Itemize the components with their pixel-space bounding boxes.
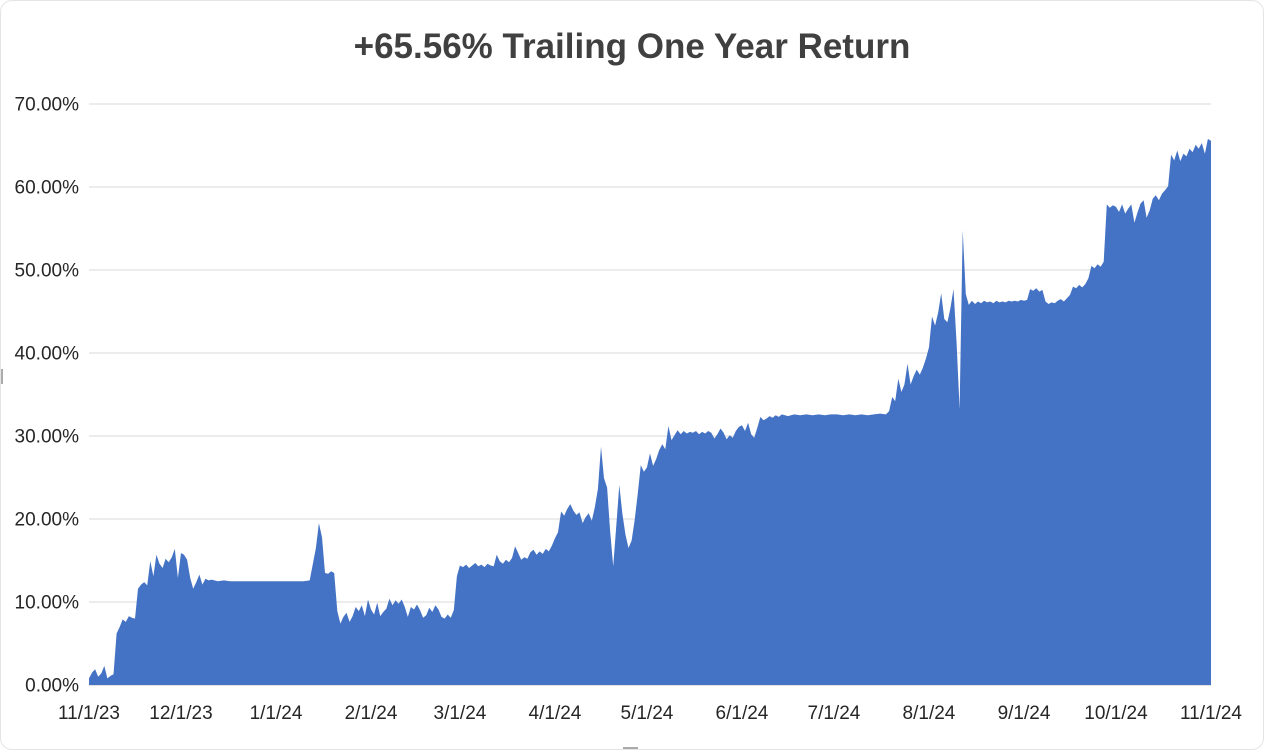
y-axis-label: 20.00% xyxy=(15,510,80,531)
y-axis-label: 60.00% xyxy=(15,178,80,199)
x-axis-label: 11/1/23 xyxy=(58,703,120,724)
x-axis-label: 3/1/24 xyxy=(434,703,487,724)
x-axis-label: 6/1/24 xyxy=(716,703,769,724)
y-axis-label: 0.00% xyxy=(25,676,79,697)
x-axis-label: 7/1/24 xyxy=(808,703,861,724)
x-axis-label: 8/1/24 xyxy=(903,703,956,724)
y-axis-label: 40.00% xyxy=(15,344,80,365)
x-axis-label: 12/1/23 xyxy=(149,703,212,724)
y-axis-label: 70.00% xyxy=(15,95,80,116)
x-axis-label: 11/1/24 xyxy=(1180,703,1242,724)
x-axis-label: 5/1/24 xyxy=(621,703,674,724)
x-axis-label: 4/1/24 xyxy=(529,703,582,724)
x-axis-label: 9/1/24 xyxy=(998,703,1051,724)
area-series-trailing-return xyxy=(89,138,1211,685)
chart-selection-handle-bottom[interactable] xyxy=(623,747,638,749)
y-axis-label: 30.00% xyxy=(15,427,80,448)
y-axis-label: 10.00% xyxy=(15,593,80,614)
x-axis-label: 10/1/24 xyxy=(1084,703,1148,724)
chart-title: +65.56% Trailing One Year Return xyxy=(353,27,911,66)
x-axis-label: 2/1/24 xyxy=(345,703,398,724)
chart-selection-handle-left[interactable] xyxy=(1,369,3,384)
y-axis-label: 50.00% xyxy=(15,261,80,282)
x-axis-label: 1/1/24 xyxy=(250,703,303,724)
